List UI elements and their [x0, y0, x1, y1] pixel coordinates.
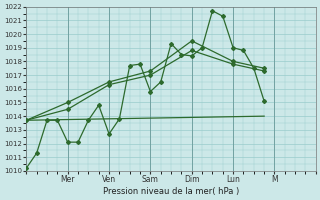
X-axis label: Pression niveau de la mer( hPa ): Pression niveau de la mer( hPa )	[103, 187, 239, 196]
